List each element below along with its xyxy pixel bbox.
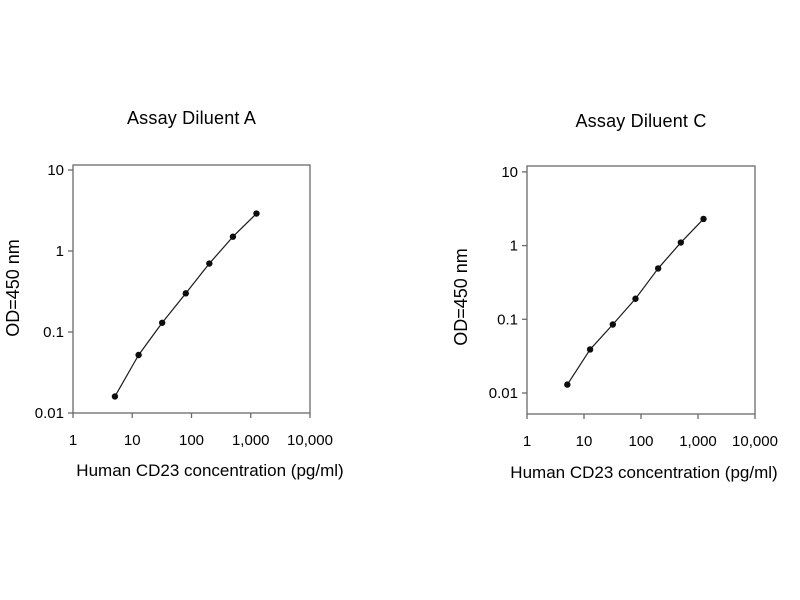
y-tick-label: 1 bbox=[56, 243, 64, 260]
y-tick-label: 10 bbox=[501, 164, 518, 181]
x-tick-label: 10 bbox=[576, 433, 593, 450]
y-tick-label: 10 bbox=[47, 162, 64, 179]
data-point bbox=[564, 381, 571, 388]
chart-c-plot-frame bbox=[526, 165, 756, 415]
y-tick-label: 0.01 bbox=[489, 385, 518, 402]
data-point bbox=[206, 260, 213, 267]
chart-a-title: Assay Diluent A bbox=[126, 108, 257, 128]
x-tick-label: 1 bbox=[69, 432, 77, 449]
x-tick-label: 100 bbox=[179, 432, 204, 449]
x-tick-label: 100 bbox=[628, 433, 653, 450]
data-point bbox=[253, 210, 260, 217]
data-point bbox=[111, 393, 119, 400]
y-tick-label: 0.1 bbox=[43, 324, 64, 341]
data-point bbox=[182, 290, 189, 297]
x-tick-label: 1,000 bbox=[679, 433, 717, 450]
data-point bbox=[229, 233, 237, 240]
x-tick-label: 10,000 bbox=[732, 433, 778, 450]
x-tick-label: 10 bbox=[124, 432, 141, 449]
data-point bbox=[700, 215, 707, 223]
data-point bbox=[609, 321, 616, 328]
data-point bbox=[632, 295, 639, 302]
chart-c-title: Assay Diluent C bbox=[575, 111, 707, 131]
y-tick-label: 1 bbox=[510, 238, 518, 255]
data-point bbox=[158, 319, 166, 326]
chart-a-x-axis-label: Human CD23 concentration (pg/ml) bbox=[76, 461, 344, 480]
chart-a-series-line bbox=[114, 213, 257, 397]
y-tick-label: 0.01 bbox=[35, 405, 64, 422]
chart-c-x-axis-label: Human CD23 concentration (pg/ml) bbox=[510, 463, 778, 482]
x-tick-label: 1,000 bbox=[232, 432, 270, 449]
x-tick-label: 10,000 bbox=[287, 432, 333, 449]
x-tick-label: 1 bbox=[523, 433, 531, 450]
data-point bbox=[654, 265, 662, 272]
data-point bbox=[586, 346, 594, 353]
data-point bbox=[135, 351, 142, 359]
data-point bbox=[677, 239, 685, 246]
chart-a-plot-frame bbox=[72, 164, 311, 414]
y-tick-label: 0.1 bbox=[497, 311, 518, 328]
